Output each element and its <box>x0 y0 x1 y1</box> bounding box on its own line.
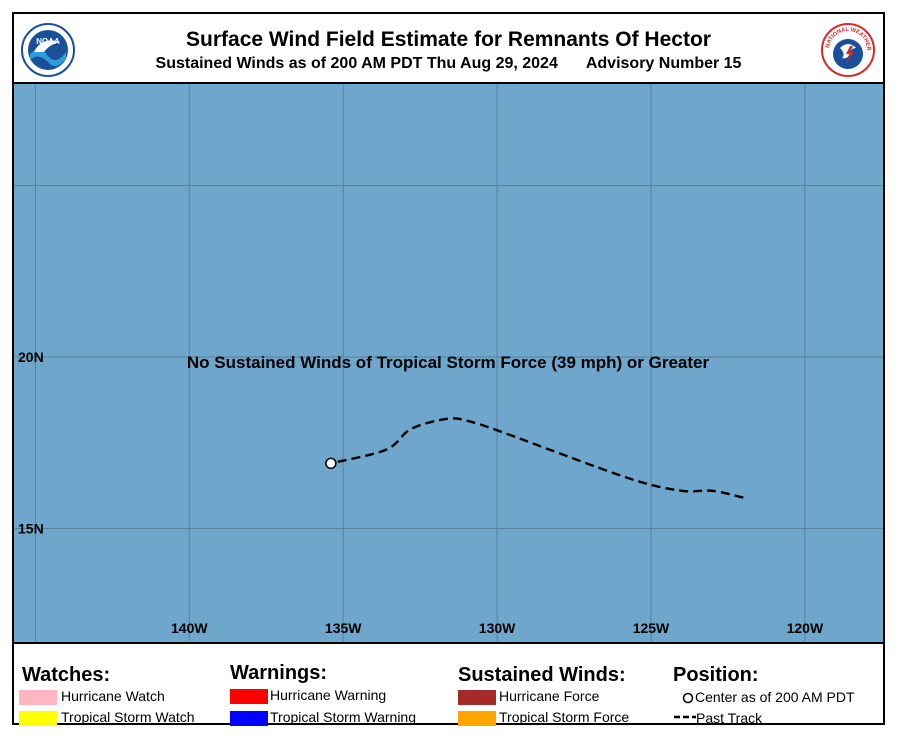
swatch-tropical-storm-watch <box>19 711 57 726</box>
label-tropical-storm-warning: Tropical Storm Warning <box>270 709 417 725</box>
legend-watches-title: Watches: <box>22 664 111 686</box>
graphic-frame: NOAA Surface Wind Field Estimate for Rem… <box>12 12 885 726</box>
page-title: Surface Wind Field Estimate for Remnants… <box>186 28 711 51</box>
lon-label-125w: 125W <box>633 620 670 636</box>
center-marker-icon <box>682 692 694 704</box>
ocean-area <box>14 84 883 642</box>
nws-logo: NATIONAL WEATHER SERVICE <box>820 22 875 77</box>
lat-label-15n: 15N <box>18 521 44 537</box>
swatch-tropical-storm-warning <box>230 711 268 726</box>
lat-lon-grid <box>14 84 883 642</box>
past-track-icon <box>674 715 696 719</box>
lon-label-130w: 130W <box>479 620 516 636</box>
label-tropical-storm-watch: Tropical Storm Watch <box>61 709 195 725</box>
swatch-tropical-storm-force <box>458 711 496 726</box>
map-svg: 20N 15N 140W 135W 130W 125W 120W No Sustained… <box>14 84 883 642</box>
legend: Watches: Hurricane Watch Tropical Storm … <box>14 644 883 726</box>
label-hurricane-watch: Hurricane Watch <box>61 688 165 704</box>
legend-winds-title: Sustained Winds: <box>458 664 626 686</box>
lon-label-140w: 140W <box>171 620 208 636</box>
no-wind-message: No Sustained Winds of Tropical Storm For… <box>187 353 710 372</box>
noaa-logo-text: NOAA <box>36 37 60 46</box>
label-hurricane-force: Hurricane Force <box>499 688 600 704</box>
noaa-logo: NOAA <box>21 23 75 77</box>
label-center-position: Center as of 200 AM PDT <box>695 689 855 705</box>
legend-position-title: Position: <box>673 664 759 686</box>
past-track-line <box>330 417 744 499</box>
map-panel: 20N 15N 140W 135W 130W 125W 120W No Sustained… <box>14 82 883 644</box>
lon-label-135w: 135W <box>325 620 362 636</box>
header: NOAA Surface Wind Field Estimate for Rem… <box>14 14 883 84</box>
swatch-hurricane-watch <box>19 690 57 705</box>
swatch-hurricane-warning <box>230 689 268 704</box>
advisory-number: Advisory Number 15 <box>585 55 742 72</box>
label-hurricane-warning: Hurricane Warning <box>270 687 387 703</box>
longitude-labels: 140W 135W 130W 125W 120W <box>171 620 824 636</box>
label-past-track: Past Track <box>696 710 763 726</box>
swatch-hurricane-force <box>458 690 496 705</box>
storm-center-marker <box>325 457 337 470</box>
label-tropical-storm-force: Tropical Storm Force <box>499 709 630 725</box>
legend-warnings-title: Warnings: <box>230 662 328 684</box>
subtitle: Sustained Winds as of 200 AM PDT Thu Aug… <box>14 55 883 73</box>
lon-label-120w: 120W <box>787 620 824 636</box>
valid-time: Sustained Winds as of 200 AM PDT Thu Aug… <box>155 55 558 72</box>
latitude-labels: 20N 15N <box>18 349 44 537</box>
lat-label-20n: 20N <box>18 349 44 365</box>
